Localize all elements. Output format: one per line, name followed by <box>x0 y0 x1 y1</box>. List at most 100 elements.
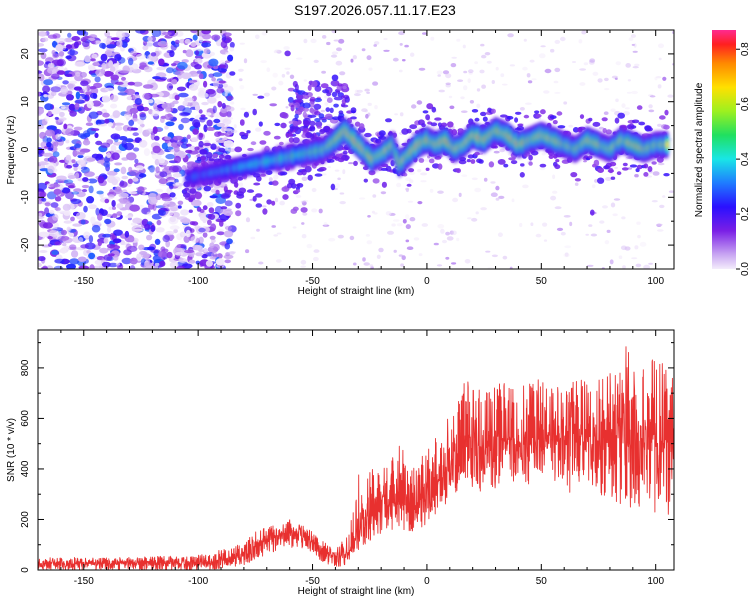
noise-blob <box>124 88 136 96</box>
noise-blob <box>189 145 196 152</box>
noise-blob <box>188 84 199 91</box>
noise-blob <box>427 155 431 159</box>
noise-blob <box>165 121 175 127</box>
ridge-halo <box>302 128 310 133</box>
ridge-halo <box>605 129 612 135</box>
noise-blob <box>462 44 466 49</box>
ridge-halo <box>323 125 331 132</box>
ridge-halo <box>282 194 289 200</box>
noise-blob <box>86 100 94 109</box>
noise-blob <box>417 201 423 205</box>
noise-blob <box>104 50 113 57</box>
ridge-halo <box>607 169 615 173</box>
noise-blob <box>476 103 481 109</box>
noise-blob <box>303 38 308 44</box>
ridge-halo <box>519 172 525 178</box>
noise-blob <box>134 158 139 164</box>
ridge-halo <box>629 164 638 168</box>
noise-blob <box>627 79 632 82</box>
noise-blob <box>129 204 141 212</box>
noise-blob <box>159 76 168 81</box>
noise-blob <box>302 102 311 109</box>
noise-blob <box>191 137 199 142</box>
ridge-halo <box>350 116 357 120</box>
noise-blob <box>463 70 468 74</box>
ridge-halo <box>663 124 670 130</box>
noise-blob <box>87 178 98 184</box>
ridge-halo <box>590 209 595 216</box>
noise-blob <box>190 42 197 47</box>
noise-blob <box>192 48 204 52</box>
ridge-halo <box>244 132 249 137</box>
noise-blob <box>74 102 80 111</box>
ridge-halo <box>517 123 524 127</box>
noise-blob <box>147 36 153 42</box>
ridge-halo <box>210 143 217 150</box>
noise-blob <box>44 115 50 122</box>
noise-blob <box>91 100 102 107</box>
noise-blob <box>148 93 160 98</box>
ridge-halo <box>351 110 356 114</box>
noise-blob <box>334 169 340 172</box>
noise-blob <box>114 81 124 85</box>
noise-blob <box>58 51 65 57</box>
noise-blob <box>109 94 119 103</box>
ridge-halo <box>189 188 197 194</box>
noise-blob <box>60 86 69 95</box>
noise-blob <box>103 70 114 77</box>
noise-blob <box>586 264 594 267</box>
noise-blob <box>511 198 515 203</box>
ridge-halo <box>280 122 287 129</box>
noise-blob <box>284 67 291 70</box>
noise-blob <box>65 55 72 60</box>
noise-blob <box>354 93 361 97</box>
noise-blob <box>479 69 485 74</box>
colorbar-tick-label: 0.8 <box>740 42 750 56</box>
noise-blob <box>303 199 309 203</box>
noise-blob <box>230 101 235 105</box>
noise-blob <box>668 190 674 193</box>
noise-blob <box>168 165 179 173</box>
noise-blob <box>461 110 468 113</box>
noise-blob <box>554 39 561 44</box>
ridge-halo <box>194 146 200 151</box>
noise-blob <box>273 174 279 180</box>
noise-blob <box>201 30 211 35</box>
ridge-halo <box>510 160 518 165</box>
noise-blob <box>90 216 96 225</box>
noise-blob <box>39 131 47 139</box>
noise-blob <box>159 171 168 178</box>
ridge-halo <box>262 208 268 215</box>
noise-blob <box>47 165 55 174</box>
noise-blob <box>74 61 85 67</box>
ridge-halo <box>406 183 412 187</box>
noise-blob <box>287 96 294 104</box>
noise-blob <box>216 122 226 127</box>
ridge-halo <box>314 173 323 177</box>
noise-blob <box>327 166 332 168</box>
ridge-halo <box>664 109 669 116</box>
ridge-halo <box>441 122 448 127</box>
noise-blob <box>121 76 126 81</box>
noise-blob <box>374 41 380 45</box>
x-tick-label: -100 <box>188 276 208 287</box>
noise-blob <box>339 192 345 195</box>
noise-blob <box>224 225 233 231</box>
ridge-halo <box>478 159 484 164</box>
noise-blob <box>202 232 208 238</box>
ridge-halo <box>570 172 578 178</box>
noise-blob <box>174 94 180 101</box>
noise-blob <box>54 196 62 202</box>
noise-blob <box>47 34 58 39</box>
noise-blob <box>83 231 91 239</box>
noise-blob <box>199 116 208 120</box>
noise-blob <box>63 123 68 130</box>
noise-blob <box>77 159 86 165</box>
noise-blob <box>398 254 403 257</box>
noise-blob <box>201 101 209 106</box>
noise-blob <box>119 70 130 74</box>
noise-blob <box>445 82 451 86</box>
snr-x-axis: -150 -100 -50 0 50 100 <box>37 330 664 587</box>
ridge-halo <box>426 103 434 110</box>
noise-blob <box>603 111 609 115</box>
